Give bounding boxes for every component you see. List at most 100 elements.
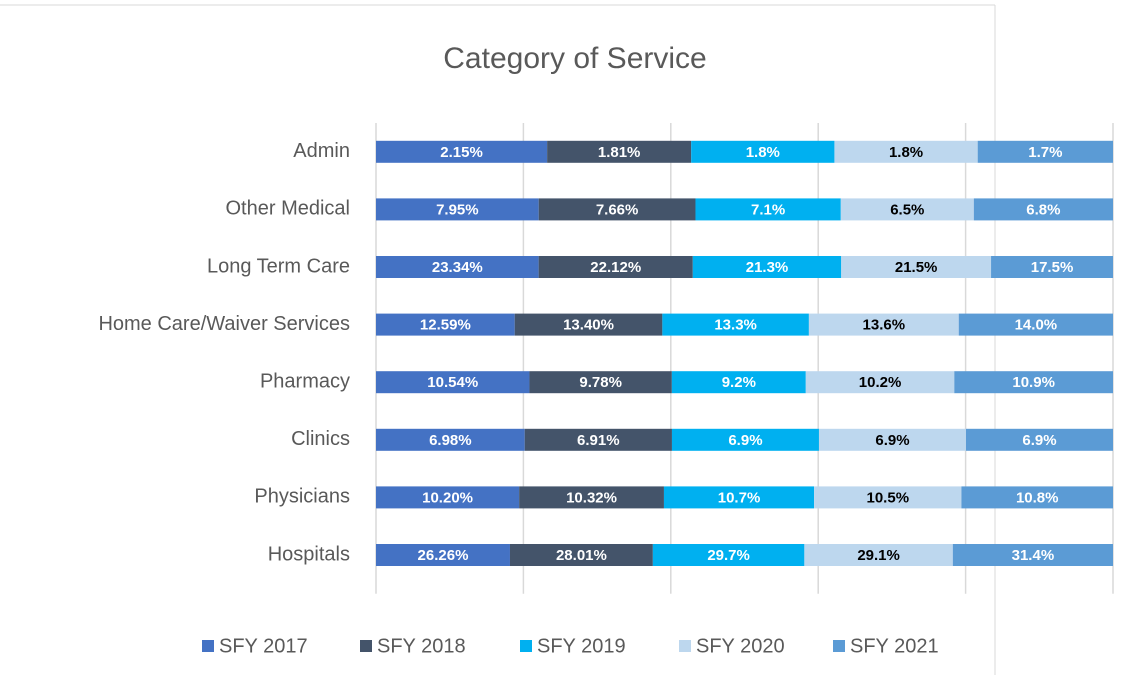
data-label: 6.5% xyxy=(890,201,924,218)
bar-segment xyxy=(663,486,815,509)
bar-segment xyxy=(671,371,806,394)
data-label: 7.95% xyxy=(436,201,479,218)
legend-label: SFY 2018 xyxy=(377,635,466,657)
data-label: 21.3% xyxy=(746,259,789,276)
data-label: 23.34% xyxy=(432,259,483,276)
data-label: 29.1% xyxy=(857,547,900,564)
data-label: 1.8% xyxy=(889,144,923,161)
y-tick-label: Home Care/Waiver Services xyxy=(98,313,350,335)
bar-segment xyxy=(991,256,1113,278)
bar-segment xyxy=(965,428,1113,451)
legend-label: SFY 2020 xyxy=(696,635,785,657)
bar-segment xyxy=(805,371,955,394)
bar-segment xyxy=(538,198,696,221)
data-label: 6.8% xyxy=(1026,201,1060,218)
y-tick-label: Admin xyxy=(293,140,350,162)
bar-segment xyxy=(952,544,1113,566)
data-label: 10.7% xyxy=(718,489,761,506)
bar-segment xyxy=(376,428,525,451)
bar-segment xyxy=(662,313,809,336)
legend-swatch xyxy=(833,640,845,652)
legend-swatch xyxy=(679,640,691,652)
data-label: 26.26% xyxy=(418,547,469,564)
data-label: 6.91% xyxy=(577,432,620,449)
bar-segment xyxy=(977,140,1113,163)
data-label: 6.98% xyxy=(429,432,472,449)
data-label: 13.40% xyxy=(563,317,614,334)
bar-segment xyxy=(958,313,1113,336)
bar-segment xyxy=(954,371,1113,394)
data-label: 12.59% xyxy=(420,317,471,334)
y-tick-label: Long Term Care xyxy=(207,255,350,277)
data-label: 2.15% xyxy=(440,144,483,161)
bar-segment xyxy=(808,313,959,336)
data-label: 7.1% xyxy=(751,201,785,218)
data-label: 21.5% xyxy=(895,259,938,276)
data-label: 1.81% xyxy=(598,144,641,161)
bar-segment xyxy=(652,544,805,566)
legend-label: SFY 2017 xyxy=(219,635,308,657)
y-tick-label: Other Medical xyxy=(226,198,351,220)
y-tick-label: Pharmacy xyxy=(260,370,350,392)
legend-label: SFY 2021 xyxy=(850,635,939,657)
y-tick-label: Clinics xyxy=(291,428,350,450)
legend-swatch xyxy=(520,640,532,652)
bar-segment xyxy=(376,140,548,163)
bar-segment xyxy=(814,486,962,509)
data-label: 6.9% xyxy=(728,432,762,449)
bar-segment xyxy=(376,198,539,221)
data-label: 10.5% xyxy=(867,489,910,506)
data-label: 9.78% xyxy=(579,374,622,391)
data-label: 10.9% xyxy=(1012,374,1055,391)
data-label: 7.66% xyxy=(596,201,639,218)
bar-segment xyxy=(840,198,974,221)
bar-segment xyxy=(376,486,520,509)
bar-segment xyxy=(695,198,841,221)
bar-segment xyxy=(529,371,672,394)
data-label: 22.12% xyxy=(590,259,641,276)
data-label: 14.0% xyxy=(1015,317,1058,334)
y-tick-label: Physicians xyxy=(254,486,350,508)
legend-swatch xyxy=(360,640,372,652)
bar-segment xyxy=(804,544,953,566)
bar-segment xyxy=(524,428,672,451)
data-label: 10.8% xyxy=(1016,489,1059,506)
legend-label: SFY 2019 xyxy=(537,635,626,657)
data-label: 10.54% xyxy=(427,374,478,391)
bar-segment xyxy=(376,313,515,336)
bar-segment xyxy=(547,140,692,163)
data-label: 9.2% xyxy=(722,374,756,391)
bar-segment xyxy=(691,140,835,163)
data-label: 1.8% xyxy=(746,144,780,161)
data-label: 13.6% xyxy=(863,317,906,334)
bar-segment xyxy=(519,486,664,509)
bar-segment xyxy=(671,428,819,451)
bar-segment xyxy=(834,140,978,163)
bar-segment xyxy=(818,428,966,451)
data-label: 10.20% xyxy=(422,489,473,506)
data-label: 10.2% xyxy=(859,374,902,391)
bar-segment xyxy=(841,256,992,278)
y-tick-label: Hospitals xyxy=(268,543,350,565)
data-label: 6.9% xyxy=(875,432,909,449)
data-label: 31.4% xyxy=(1012,547,1055,564)
bar-segment xyxy=(514,313,663,336)
data-label: 6.9% xyxy=(1022,432,1056,449)
bar-segment xyxy=(376,256,539,278)
chart-title: Category of Service xyxy=(443,42,706,75)
bar-segment xyxy=(376,371,530,394)
bar-segment xyxy=(973,198,1113,221)
data-label: 28.01% xyxy=(556,547,607,564)
bar-segment xyxy=(509,544,653,566)
data-label: 1.7% xyxy=(1028,144,1062,161)
bar-segment xyxy=(961,486,1113,509)
data-label: 10.32% xyxy=(566,489,617,506)
bar-segment xyxy=(538,256,693,278)
bar-segment xyxy=(692,256,842,278)
data-label: 13.3% xyxy=(714,317,757,334)
data-label: 17.5% xyxy=(1031,259,1074,276)
legend-swatch xyxy=(202,640,214,652)
data-label: 29.7% xyxy=(707,547,750,564)
